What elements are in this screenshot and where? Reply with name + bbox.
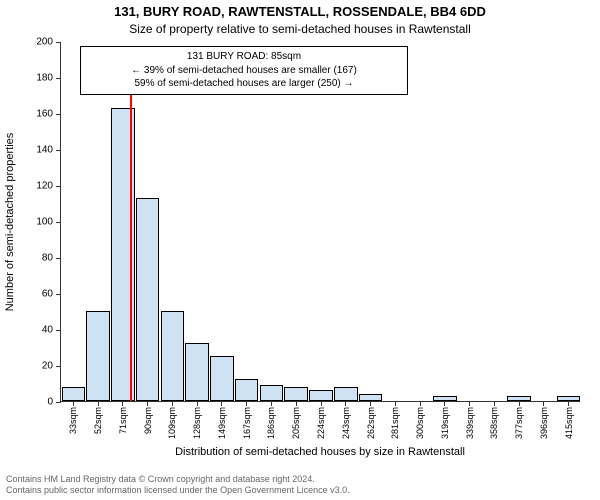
x-tick-label: 262sqm: [366, 407, 376, 439]
x-tick: [246, 401, 247, 406]
footer-attribution: Contains HM Land Registry data © Crown c…: [6, 474, 350, 497]
highlight-marker: [130, 59, 132, 401]
histogram-bar: [334, 387, 358, 401]
x-tick: [444, 401, 445, 406]
y-tick-label: 180: [36, 73, 53, 84]
x-tick-label: 300sqm: [415, 407, 425, 439]
x-tick-label: 415sqm: [564, 407, 574, 439]
x-tick: [172, 401, 173, 406]
x-tick: [122, 401, 123, 406]
x-tick-label: 149sqm: [217, 407, 227, 439]
x-tick-label: 186sqm: [266, 407, 276, 439]
x-tick-label: 339sqm: [465, 407, 475, 439]
footer-line-1: Contains HM Land Registry data © Crown c…: [6, 474, 350, 485]
y-axis-label: Number of semi-detached properties: [4, 42, 20, 402]
x-tick: [420, 401, 421, 406]
chart-subtitle: Size of property relative to semi-detach…: [0, 22, 600, 36]
histogram-bar: [359, 394, 383, 401]
y-tick-label: 120: [36, 181, 53, 192]
x-tick-label: 396sqm: [539, 407, 549, 439]
y-tick: [56, 366, 61, 367]
histogram-bar: [309, 390, 333, 401]
x-tick-label: 128sqm: [192, 407, 202, 439]
y-tick-label: 140: [36, 145, 53, 156]
x-tick-label: 167sqm: [242, 407, 252, 439]
y-tick: [56, 402, 61, 403]
x-tick-label: 109sqm: [167, 407, 177, 439]
info-line-2: ← 39% of semi-detached houses are smalle…: [89, 64, 399, 78]
plot-area: 02040608010012014016018020033sqm52sqm71s…: [60, 42, 580, 402]
chart-container: 131, BURY ROAD, RAWTENSTALL, ROSSENDALE,…: [0, 0, 600, 500]
x-tick: [568, 401, 569, 406]
histogram-bar: [86, 311, 110, 401]
y-tick: [56, 222, 61, 223]
chart-title: 131, BURY ROAD, RAWTENSTALL, ROSSENDALE,…: [0, 4, 600, 19]
histogram-bar: [210, 356, 234, 401]
histogram-bar: [284, 387, 308, 401]
y-tick-label: 160: [36, 109, 53, 120]
histogram-bar: [260, 385, 284, 401]
x-tick-label: 33sqm: [68, 407, 78, 434]
y-tick: [56, 42, 61, 43]
histogram-bar: [62, 387, 86, 401]
x-tick: [271, 401, 272, 406]
info-line-3: 59% of semi-detached houses are larger (…: [89, 77, 399, 91]
x-tick: [98, 401, 99, 406]
x-tick-label: 319sqm: [440, 407, 450, 439]
x-tick: [73, 401, 74, 406]
x-tick: [395, 401, 396, 406]
x-tick: [296, 401, 297, 406]
x-axis-label: Distribution of semi-detached houses by …: [60, 446, 580, 458]
y-tick: [56, 294, 61, 295]
x-tick-label: 281sqm: [390, 407, 400, 439]
histogram-bar: [136, 198, 160, 401]
x-tick: [494, 401, 495, 406]
x-tick: [221, 401, 222, 406]
histogram-bar: [185, 343, 209, 401]
x-tick: [370, 401, 371, 406]
info-box: 131 BURY ROAD: 85sqm ← 39% of semi-detac…: [80, 46, 408, 95]
x-tick-label: 52sqm: [93, 407, 103, 434]
y-tick-label: 200: [36, 37, 53, 48]
x-tick: [147, 401, 148, 406]
x-tick: [543, 401, 544, 406]
x-tick-label: 224sqm: [316, 407, 326, 439]
footer-line-2: Contains public sector information licen…: [6, 485, 350, 496]
y-tick: [56, 78, 61, 79]
y-tick: [56, 258, 61, 259]
y-tick-label: 20: [42, 361, 53, 372]
y-tick-label: 60: [42, 289, 53, 300]
x-tick: [469, 401, 470, 406]
y-tick: [56, 186, 61, 187]
y-tick-label: 80: [42, 253, 53, 264]
x-tick: [197, 401, 198, 406]
histogram-bar: [161, 311, 185, 401]
y-tick: [56, 114, 61, 115]
y-tick-label: 0: [47, 397, 53, 408]
x-tick-label: 243sqm: [341, 407, 351, 439]
x-tick-label: 90sqm: [143, 407, 153, 434]
x-tick: [519, 401, 520, 406]
histogram-bar: [235, 379, 259, 401]
x-tick-label: 205sqm: [291, 407, 301, 439]
x-tick: [321, 401, 322, 406]
y-tick-label: 40: [42, 325, 53, 336]
info-line-1: 131 BURY ROAD: 85sqm: [89, 50, 399, 64]
x-tick-label: 377sqm: [514, 407, 524, 439]
x-tick-label: 358sqm: [489, 407, 499, 439]
y-tick-label: 100: [36, 217, 53, 228]
y-tick: [56, 150, 61, 151]
x-tick-label: 71sqm: [118, 407, 128, 434]
y-tick: [56, 330, 61, 331]
x-tick: [345, 401, 346, 406]
